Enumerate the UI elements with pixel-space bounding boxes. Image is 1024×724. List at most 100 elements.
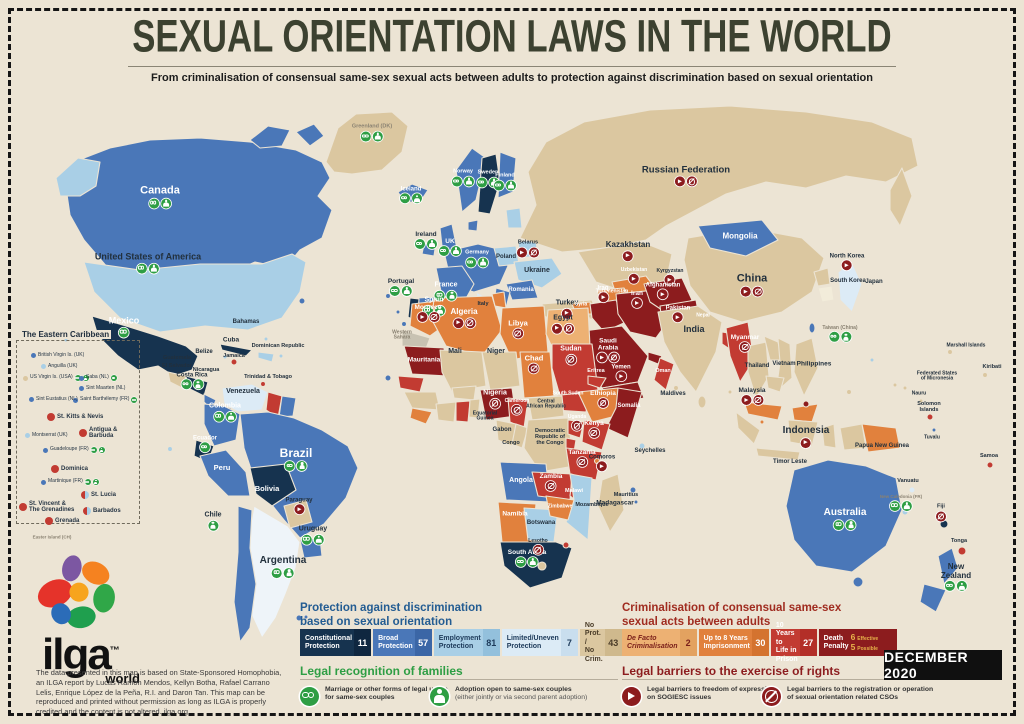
caribbean-item-sint-eustatius-nl-: Sint Eustatius (NL) — [29, 396, 78, 403]
country-ghana — [455, 400, 471, 423]
country-china — [683, 227, 825, 323]
island-dots — [54, 292, 994, 622]
country-zambia — [531, 471, 573, 501]
legend-item-marriage: Marriage or other forms of legal union f… — [300, 686, 448, 706]
barriers-legend-title: Legal barriers to the exercise of rights — [622, 664, 841, 678]
country-mali — [439, 349, 487, 393]
barriers-divider — [622, 679, 890, 680]
country-congo — [511, 423, 529, 449]
caribbean-item-british-virgin-is-uk-: British Virgin Is. (UK) — [31, 352, 84, 359]
expression-icon — [622, 687, 641, 706]
status-dot — [43, 447, 48, 453]
status-dot — [47, 413, 55, 421]
status-dot — [31, 353, 36, 359]
country-suriname-frguiana — [278, 395, 297, 418]
status-dot — [19, 503, 27, 512]
caribbean-item-saba-nl-: Saba (NL) — [79, 375, 117, 381]
caribbean-item-guadeloupe-fr-: Guadeloupe (FR) — [43, 447, 105, 453]
legend-segment-10-years-to-life-in-prison: 10 Years to Life in Prison 27 — [770, 622, 817, 663]
country-peru — [199, 449, 251, 497]
legend-segment-death-penalty: Death Penalty 6 Effective 5 Possible — [818, 629, 897, 656]
country-guatemala — [167, 371, 187, 389]
ilga-logo: ilga™ world — [36, 552, 166, 686]
country-somalia — [605, 387, 643, 439]
country-oman — [653, 357, 675, 391]
status-dot — [73, 397, 78, 403]
country-new-zealand-north — [937, 547, 959, 585]
ilga-logo-mark — [37, 555, 115, 629]
date-badge: DECEMBER 2020 — [884, 649, 1002, 681]
country-new-zealand-south — [919, 583, 947, 613]
page-title: SEXUAL ORIENTATION LAWS IN THE WORLD — [132, 11, 892, 62]
ilga-world-label: world — [105, 670, 140, 686]
country-cote-divoire — [435, 401, 457, 423]
country-uruguay — [299, 537, 323, 559]
adoption-icon — [92, 479, 99, 485]
region-kamchatka — [889, 167, 913, 227]
country-eswatini — [562, 541, 570, 549]
region-baltics — [505, 207, 523, 229]
header: SEXUAL ORIENTATION LAWS IN THE WORLD — [0, 11, 1024, 61]
status-dot — [41, 479, 46, 485]
caribbean-item-st-lucia: St. Lucia — [81, 491, 116, 499]
country-chad — [519, 351, 555, 399]
country-usa — [83, 253, 307, 333]
marriage-icon — [74, 375, 81, 381]
region-kalimantan — [787, 419, 819, 447]
country-mongolia — [697, 219, 779, 257]
country-thailand — [747, 341, 770, 399]
region-java — [755, 447, 801, 461]
country-drc — [523, 417, 575, 473]
caribbean-item-antigua-barbuda: Antigua & Barbuda — [79, 427, 117, 440]
status-dot — [25, 433, 30, 439]
country-algeria — [431, 295, 503, 357]
protection-legend-bar: Constitutional Protection 11 Broad Protect… — [300, 622, 622, 663]
country-taiwan — [808, 322, 816, 334]
country-iceland — [397, 183, 429, 203]
country-burkina-faso — [451, 385, 477, 401]
marriage-icon — [131, 397, 138, 403]
country-canada-arctic — [249, 125, 291, 149]
region-guinea — [403, 391, 441, 411]
status-dot — [51, 465, 59, 473]
country-gabon — [495, 419, 517, 447]
country-canada-arctic2 — [295, 123, 325, 147]
region-west-papua — [839, 423, 867, 451]
region-togo-benin — [468, 398, 481, 419]
region-tasmania — [852, 576, 864, 588]
credit-text: The data presented in this map is based … — [36, 668, 282, 717]
country-madagascar — [597, 473, 625, 533]
status-dot — [23, 375, 28, 381]
legend-item-adoption: Adoption open to same-sex couples (either… — [430, 686, 587, 706]
country-denmark — [467, 219, 479, 232]
marriage-icon — [300, 687, 319, 706]
caribbean-item-dominica: Dominica — [51, 465, 88, 473]
adoption-icon — [430, 687, 449, 706]
legend-item-cso: Legal barriers to the registration or op… — [762, 686, 933, 706]
country-singapore — [759, 419, 765, 425]
status-dot — [45, 517, 53, 525]
country-south-korea — [817, 285, 835, 303]
status-dot — [29, 397, 34, 403]
cso-icon — [762, 687, 781, 706]
country-india — [657, 305, 723, 393]
country-chile — [233, 505, 257, 643]
legend-segment-de-facto-criminalisation: De Facto Criminalisation 2 — [622, 629, 697, 656]
legend-segment-broad-protection: Broad Protection 57 — [373, 629, 432, 656]
country-eritrea — [587, 375, 607, 389]
inset-title: The Eastern Caribbean — [20, 330, 112, 339]
region-sierra-leone-liberia — [409, 407, 433, 425]
region-senegal-gambia — [397, 375, 425, 393]
region-alaska — [55, 157, 101, 197]
country-lesotho — [537, 561, 547, 571]
country-sweden — [477, 153, 501, 215]
country-central-african-republic — [527, 395, 565, 421]
marriage-icon — [110, 375, 117, 381]
country-brunei — [802, 400, 810, 408]
country-malaysia — [743, 401, 783, 421]
country-cambodia — [765, 375, 785, 393]
country-ireland — [421, 241, 437, 257]
country-dominican-republic — [257, 351, 275, 363]
region-sumatra — [735, 411, 761, 445]
legend-segment-constitutional-protection: Constitutional Protection 11 — [300, 629, 372, 656]
